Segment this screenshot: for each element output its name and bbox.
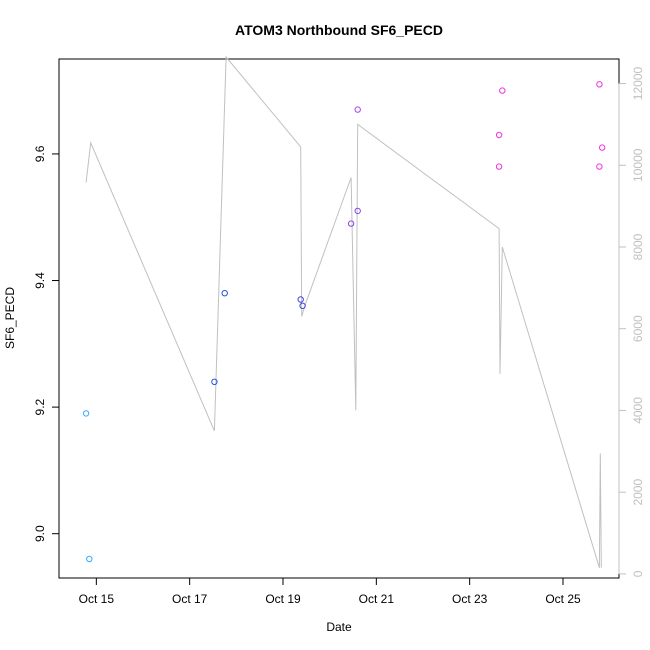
data-point [347,220,355,227]
y-axis-label: SF6_PECD [3,287,17,349]
data-point [82,410,90,417]
data-point [599,144,606,151]
line-series [85,55,602,568]
data-point [354,207,361,215]
y2-tick-label: 0 [631,570,645,577]
data-point [495,131,503,139]
x-tick-label: Oct 25 [545,592,581,606]
y2-tick-label: 10000 [631,148,645,182]
y-tick-label: 9.2 [33,398,47,415]
data-point [499,87,506,94]
data-point [86,555,93,563]
y2-tick-label: 4000 [631,397,645,424]
data-point [221,290,228,297]
y2-tick-label: 6000 [631,315,645,342]
data-point [211,378,218,385]
plot-frame [58,58,620,579]
chart-title: ATOM3 Northbound SF6_PECD [235,22,443,38]
y-tick-label: 9.4 [33,272,47,289]
data-point [354,106,361,113]
x-tick-label: Oct 15 [79,592,115,606]
x-axis-label: Date [326,620,352,634]
y-tick-label: 9.0 [33,525,47,542]
data-point [596,163,603,170]
x-axis: Oct 15 Oct 17 Oct 19 Oct 21 Oct 23 Oct 25 [79,577,581,606]
x-tick-label: Oct 21 [359,592,395,606]
x-tick-label: Oct 19 [265,592,301,606]
data-point [495,163,503,170]
y2-tick-label: 2000 [631,479,645,506]
x-tick-label: Oct 23 [452,592,488,606]
data-point [596,81,603,88]
data-point [297,296,304,303]
y2-tick-label: 8000 [631,233,645,260]
y-tick-label: 9.6 [33,145,47,162]
y2-tick-label: 12000 [631,67,645,101]
y2-axis: 0 2000 4000 6000 8000 10000 12000 [618,67,645,577]
points-layer [82,81,606,563]
y-axis: 9.0 9.2 9.4 9.6 [33,145,60,542]
x-tick-label: Oct 17 [172,592,208,606]
series-line [85,55,602,568]
plot-border [58,58,620,579]
data-point [299,302,306,309]
